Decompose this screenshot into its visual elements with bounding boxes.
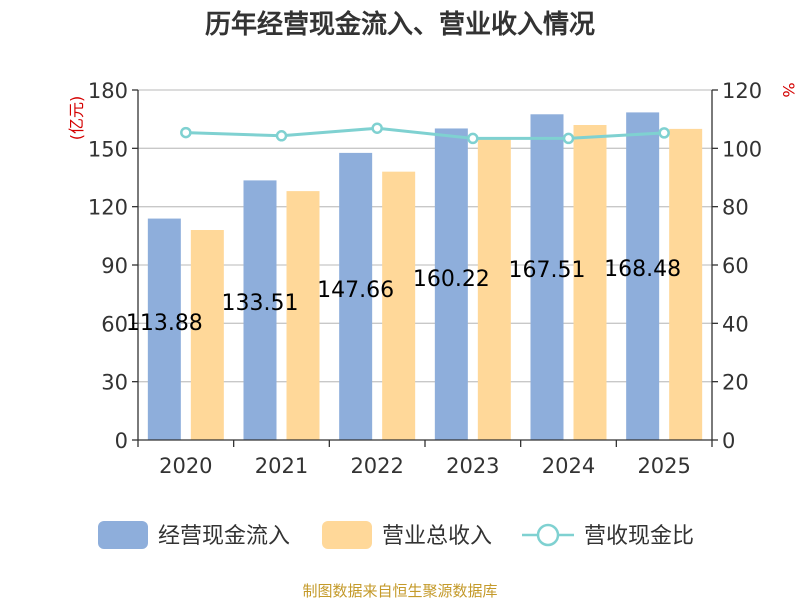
bar-cash-inflow — [147, 218, 181, 440]
data-label-cash-inflow: 160.22 — [413, 267, 490, 292]
bars — [147, 112, 703, 441]
legend-swatch-revenue — [322, 521, 372, 549]
x-axis-tick-label: 2023 — [446, 454, 499, 478]
gridlines — [138, 89, 712, 383]
bar-revenue — [286, 191, 320, 440]
ratio-point — [180, 126, 192, 139]
data-label-cash-inflow: 113.88 — [126, 311, 203, 336]
right-axis-tick-label: 80 — [722, 196, 749, 220]
left-axis-tick-label: 0 — [115, 429, 128, 453]
bar-revenue — [477, 138, 511, 440]
bar-cash-inflow — [339, 152, 373, 440]
bar-revenue — [190, 230, 224, 440]
right-axis-tick-label: 60 — [722, 254, 749, 278]
ratio-line-path — [185, 126, 665, 140]
left-axis-tick-label: 90 — [101, 254, 128, 278]
bar-cash-inflow — [530, 114, 564, 441]
axes: 0 30 60 90 120 150 180 0 20 40 60 80 100 120 2020 2021 2… — [88, 79, 762, 478]
right-axis-unit: % — [779, 82, 798, 97]
ratio-point — [275, 130, 288, 142]
bar-revenue — [382, 171, 416, 440]
x-axis-tick-label: 2025 — [637, 454, 690, 478]
bar-cash-inflow — [243, 180, 277, 440]
source-note: 制图数据来自恒生聚源数据库 — [302, 582, 497, 600]
bar-revenue — [669, 128, 703, 440]
chart-title: 历年经营现金流入、营业收入情况 — [205, 9, 595, 40]
right-axis-tick-label: 120 — [722, 79, 762, 103]
data-labels: 113.88 133.51 147.66 160.22 167.51 168.48 — [126, 257, 681, 336]
left-axis-tick-label: 60 — [101, 312, 128, 336]
right-axis-tick-label: 40 — [722, 312, 749, 336]
left-axis-unit: (亿元) — [67, 96, 86, 141]
ratio-point — [467, 132, 479, 145]
data-label-cash-inflow: 168.48 — [604, 257, 681, 282]
legend: 经营现金流入 营业总收入 营收现金比 — [98, 521, 694, 549]
ratio-line — [180, 122, 670, 145]
x-axis-tick-label: 2024 — [542, 454, 595, 478]
left-axis-tick-label: 180 — [88, 79, 128, 103]
right-axis-tick-label: 100 — [722, 137, 762, 161]
left-axis-tick-label: 30 — [101, 371, 128, 395]
ratio-point — [658, 127, 670, 139]
right-axis-tick-label: 0 — [722, 429, 735, 453]
data-label-cash-inflow: 133.51 — [222, 291, 299, 316]
data-label-cash-inflow: 167.51 — [509, 258, 586, 283]
bar-revenue — [573, 125, 607, 440]
right-axis-tick-label: 20 — [722, 371, 749, 395]
left-axis-tick-label: 120 — [88, 196, 128, 220]
legend-marker-ratio — [536, 523, 560, 547]
legend-label-cash-inflow: 经营现金流入 — [158, 524, 290, 549]
left-axis-tick-label: 150 — [88, 137, 128, 161]
ratio-point — [562, 132, 575, 145]
legend-label-revenue: 营业总收入 — [382, 524, 492, 549]
ratio-point — [371, 122, 383, 134]
legend-label-ratio: 营收现金比 — [584, 524, 694, 549]
x-axis-tick-label: 2021 — [255, 454, 308, 478]
x-axis-tick-label: 2020 — [159, 454, 212, 478]
bar-cash-inflow — [626, 112, 660, 441]
legend-swatch-cash-inflow — [98, 521, 148, 549]
x-axis-tick-label: 2022 — [350, 454, 403, 478]
data-label-cash-inflow: 147.66 — [317, 278, 394, 303]
bar-cash-inflow — [434, 128, 468, 440]
